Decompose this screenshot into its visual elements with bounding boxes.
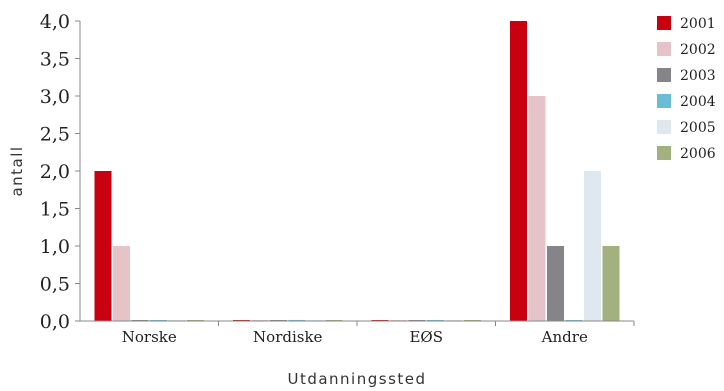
legend-swatch-2002 <box>657 42 671 56</box>
y-tick-label: 3,0 <box>40 86 70 108</box>
bar-2001-andre <box>510 21 527 321</box>
y-tick-label: 2,0 <box>40 161 70 183</box>
x-ticks-group: Norske Nordiske EØS Andre <box>122 321 635 346</box>
legend-swatch-2001 <box>657 16 671 30</box>
x-tick-label: EØS <box>409 328 443 346</box>
bar-2001-norske <box>94 171 112 321</box>
x-tick-label: Norske <box>122 328 177 346</box>
legend-swatch-2003 <box>657 68 671 82</box>
legend-swatch-2005 <box>657 120 671 134</box>
y-tick-label: 0,5 <box>40 274 70 296</box>
legend-swatch-2006 <box>657 146 671 160</box>
legend-label-2001: 2001 <box>680 16 716 32</box>
legend-label-2005: 2005 <box>680 120 716 136</box>
x-tick-label: Nordiske <box>253 328 323 346</box>
legend-swatch-2004 <box>657 94 671 108</box>
legend-label-2006: 2006 <box>680 146 716 162</box>
bar-2002-andre <box>528 96 546 321</box>
bar-2002-norske <box>113 246 130 321</box>
y-axis-title: antall <box>8 145 26 196</box>
legend: 2001 2002 2003 2004 2005 2006 <box>657 16 716 162</box>
y-tick-label: 1,0 <box>40 236 70 258</box>
bar-2005-andre <box>584 171 601 321</box>
y-tick-label: 3,5 <box>40 49 70 71</box>
x-axis-title: Utdanningssted <box>287 370 426 388</box>
y-tick-label: 4,0 <box>40 11 70 33</box>
y-ticks-group: 0,0 0,5 1,0 1,5 2,0 2,5 3,0 3,5 4,0 <box>40 11 80 333</box>
legend-label-2004: 2004 <box>680 94 716 110</box>
y-tick-label: 1,5 <box>40 199 70 221</box>
bar-2003-andre <box>547 246 564 321</box>
y-tick-label: 2,5 <box>40 124 70 146</box>
bar-2006-andre <box>602 246 620 321</box>
bars-group <box>94 21 620 321</box>
legend-label-2003: 2003 <box>680 68 716 84</box>
x-tick-label: Andre <box>541 328 588 346</box>
y-tick-label: 0,0 <box>40 311 70 333</box>
legend-label-2002: 2002 <box>680 42 716 58</box>
